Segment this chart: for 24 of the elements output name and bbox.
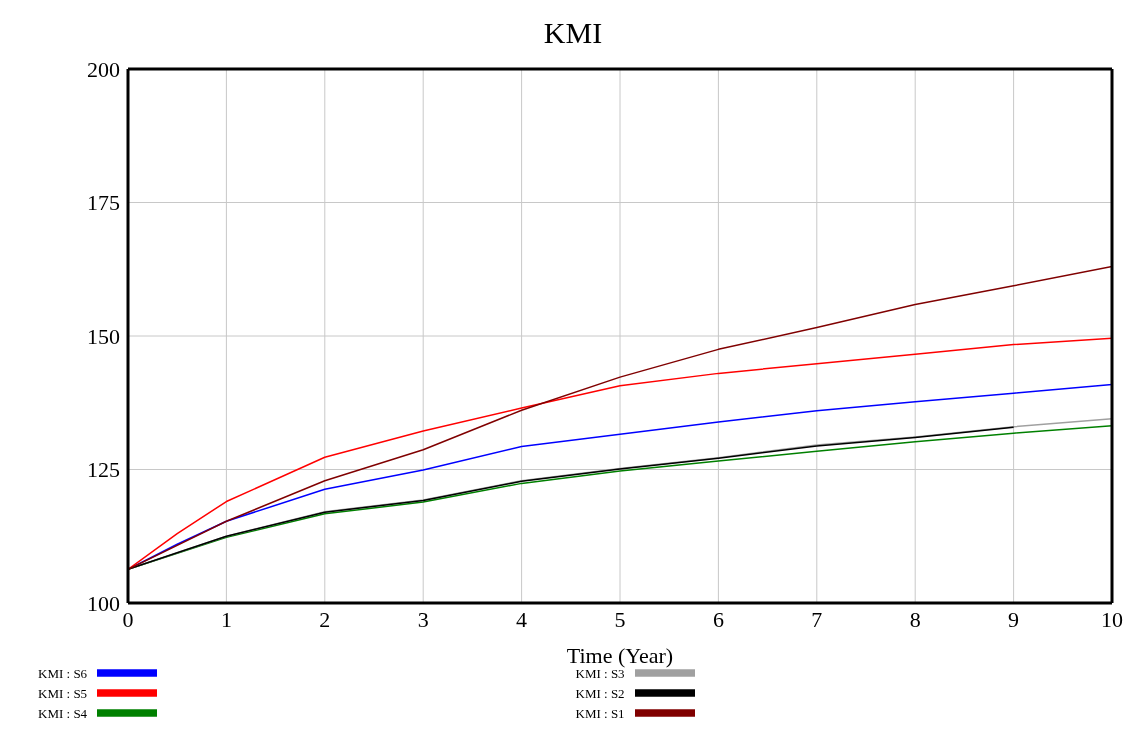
- y-tick-label: 200: [87, 56, 120, 82]
- legend-label: KMI : S4: [38, 706, 88, 721]
- x-tick-label: 8: [909, 606, 921, 632]
- x-tick-label: 7: [811, 606, 823, 632]
- chart-title: KMI: [542, 15, 604, 51]
- legend-label: KMI : S1: [575, 706, 625, 721]
- legend-label: KMI : S6: [38, 666, 88, 681]
- x-tick-label: 4: [516, 606, 528, 632]
- x-tick-label: 3: [417, 606, 429, 632]
- y-tick-label: 150: [87, 323, 120, 349]
- x-tick-label: 6: [712, 606, 724, 632]
- y-tick-label: 125: [87, 457, 120, 483]
- x-tick-label: 2: [319, 606, 331, 632]
- legend-label: KMI : S5: [38, 686, 88, 701]
- x-tick-label: 0: [122, 606, 134, 632]
- x-tick-label: 9: [1008, 606, 1020, 632]
- legend-label: KMI : S2: [575, 686, 625, 701]
- x-tick-label: 10: [1101, 606, 1123, 632]
- y-tick-label: 100: [87, 590, 120, 616]
- y-tick-label: 175: [87, 190, 120, 216]
- line-series: [128, 265, 1112, 571]
- x-tick-label: 1: [220, 606, 232, 632]
- x-tick-label: 5: [614, 606, 626, 632]
- x-axis-title: Time (Year): [566, 643, 674, 668]
